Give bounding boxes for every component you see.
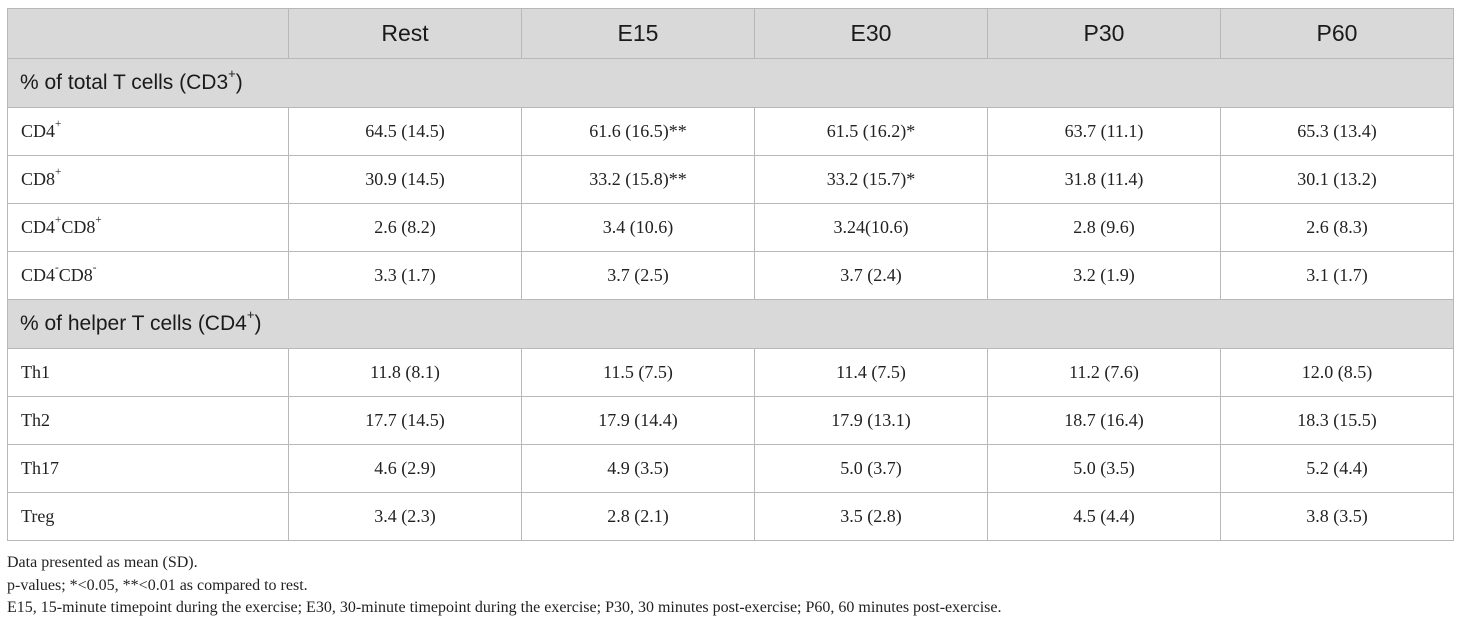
- table-cell: 11.2 (7.6): [987, 348, 1221, 397]
- table-row-treg: Treg 3.4 (2.3) 2.8 (2.1) 3.5 (2.8) 4.5 (…: [7, 492, 1454, 541]
- header-cell-rest: Rest: [288, 8, 522, 59]
- row-label-sup: +: [55, 118, 62, 131]
- table-cell: 2.8 (9.6): [987, 203, 1221, 252]
- footnote-data-presentation: Data presented as mean (SD).: [7, 554, 198, 571]
- section-title-sup: +: [246, 306, 255, 322]
- table-cell: 4.5 (4.4): [987, 492, 1221, 541]
- table-cell: 64.5 (14.5): [288, 107, 522, 156]
- table-row-th1: Th1 11.8 (8.1) 11.5 (7.5) 11.4 (7.5) 11.…: [7, 348, 1454, 397]
- table-row-cd4: CD4+ 64.5 (14.5) 61.6 (16.5)** 61.5 (16.…: [7, 107, 1454, 156]
- table-cell: 17.9 (14.4): [521, 396, 755, 445]
- header-cell-p30: P30: [987, 8, 1221, 59]
- table-row-cd8: CD8+ 30.9 (14.5) 33.2 (15.8)** 33.2 (15.…: [7, 155, 1454, 204]
- row-label-text: CD4: [21, 121, 56, 141]
- table-cell: 3.4 (2.3): [288, 492, 522, 541]
- table-cell: 33.2 (15.7)*: [754, 155, 988, 204]
- table-cell: 61.5 (16.2)*: [754, 107, 988, 156]
- row-label: CD8+: [7, 155, 289, 204]
- section-title-tail: ): [235, 71, 243, 94]
- table-cell: 3.2 (1.9): [987, 251, 1221, 300]
- section-title-sup: +: [228, 65, 236, 81]
- section-title: % of total T cells (CD3+): [7, 58, 1454, 108]
- table-cell: 3.7 (2.4): [754, 251, 988, 300]
- t-cell-subsets-table: Rest E15 E30 P30 P60 % of total T cells …: [7, 8, 1454, 541]
- table-cell: 3.4 (10.6): [521, 203, 755, 252]
- row-label: Th1: [7, 348, 289, 397]
- table-cell: 30.9 (14.5): [288, 155, 522, 204]
- table-cell: 4.9 (3.5): [521, 444, 755, 493]
- table-cell: 2.6 (8.3): [1220, 203, 1454, 252]
- table-row-th17: Th17 4.6 (2.9) 4.9 (3.5) 5.0 (3.7) 5.0 (…: [7, 444, 1454, 493]
- section-title-text: % of helper T cells (CD4: [20, 312, 247, 335]
- section-title: % of helper T cells (CD4+): [7, 299, 1454, 349]
- row-label-sup: +: [55, 214, 62, 227]
- row-label-text: CD8: [21, 169, 56, 189]
- footnote-p-values: p-values; *<0.05, **<0.01 as compared to…: [7, 576, 308, 594]
- header-cell-p60: P60: [1220, 8, 1454, 59]
- table-row-cd4-cd8-double-positive: CD4+CD8+ 2.6 (8.2) 3.4 (10.6) 3.24(10.6)…: [7, 203, 1454, 252]
- table-body: % of total T cells (CD3+) CD4+ 64.5 (14.…: [7, 58, 1454, 541]
- section-title-tail: ): [254, 312, 262, 335]
- row-label-text: CD4: [21, 265, 56, 285]
- row-label: CD4-CD8-: [7, 251, 289, 300]
- table-cell: 11.8 (8.1): [288, 348, 522, 397]
- table-cell: 31.8 (11.4): [987, 155, 1221, 204]
- table-cell: 3.8 (3.5): [1220, 492, 1454, 541]
- header-cell-e30: E30: [754, 8, 988, 59]
- table-cell: 2.8 (2.1): [521, 492, 755, 541]
- table-header: Rest E15 E30 P30 P60: [7, 8, 1454, 59]
- table-cell: 17.9 (13.1): [754, 396, 988, 445]
- row-label-sup: -: [55, 262, 59, 275]
- section-row-helper-t-cells: % of helper T cells (CD4+): [7, 299, 1454, 349]
- table-cell: 4.6 (2.9): [288, 444, 522, 493]
- table-cell: 33.2 (15.8)**: [521, 155, 755, 204]
- table-cell: 5.0 (3.7): [754, 444, 988, 493]
- row-label-text-b: CD8: [61, 217, 96, 237]
- table-cell: 12.0 (8.5): [1220, 348, 1454, 397]
- header-row: Rest E15 E30 P30 P60: [7, 8, 1454, 59]
- row-label: Th2: [7, 396, 289, 445]
- row-label-text-b: CD8: [58, 265, 93, 285]
- row-label: Treg: [7, 492, 289, 541]
- header-cell-blank: [7, 8, 289, 59]
- table-row-cd4-cd8-double-negative: CD4-CD8- 3.3 (1.7) 3.7 (2.5) 3.7 (2.4) 3…: [7, 251, 1454, 300]
- table-cell: 5.0 (3.5): [987, 444, 1221, 493]
- table-cell: 61.6 (16.5)**: [521, 107, 755, 156]
- table-cell: 17.7 (14.5): [288, 396, 522, 445]
- section-row-total-t-cells: % of total T cells (CD3+): [7, 58, 1454, 108]
- table-cell: 11.5 (7.5): [521, 348, 755, 397]
- section-title-text: % of total T cells (CD3: [20, 71, 229, 94]
- row-label-text: CD4: [21, 217, 56, 237]
- row-label-sup-b: +: [95, 214, 102, 227]
- row-label-sup-b: -: [92, 262, 97, 275]
- table-cell: 3.7 (2.5): [521, 251, 755, 300]
- row-label-sup: +: [55, 166, 62, 179]
- table-cell: 5.2 (4.4): [1220, 444, 1454, 493]
- row-label: CD4+CD8+: [7, 203, 289, 252]
- table-cell: 3.5 (2.8): [754, 492, 988, 541]
- footnote-abbreviations: E15, 15-minute timepoint during the exer…: [7, 599, 1002, 616]
- table-cell: 11.4 (7.5): [754, 348, 988, 397]
- table-row-th2: Th2 17.7 (14.5) 17.9 (14.4) 17.9 (13.1) …: [7, 396, 1454, 445]
- table-cell: 3.24(10.6): [754, 203, 988, 252]
- table-cell: 3.3 (1.7): [288, 251, 522, 300]
- table-footnotes: Data presented as mean (SD). p-values; *…: [7, 552, 1453, 620]
- table-cell: 2.6 (8.2): [288, 203, 522, 252]
- table-cell: 30.1 (13.2): [1220, 155, 1454, 204]
- table-cell: 65.3 (13.4): [1220, 107, 1454, 156]
- table-cell: 3.1 (1.7): [1220, 251, 1454, 300]
- row-label: Th17: [7, 444, 289, 493]
- table-cell: 18.7 (16.4): [987, 396, 1221, 445]
- table-cell: 63.7 (11.1): [987, 107, 1221, 156]
- header-cell-e15: E15: [521, 8, 755, 59]
- data-table-container: Rest E15 E30 P30 P60 % of total T cells …: [7, 8, 1454, 541]
- row-label: CD4+: [7, 107, 289, 156]
- table-cell: 18.3 (15.5): [1220, 396, 1454, 445]
